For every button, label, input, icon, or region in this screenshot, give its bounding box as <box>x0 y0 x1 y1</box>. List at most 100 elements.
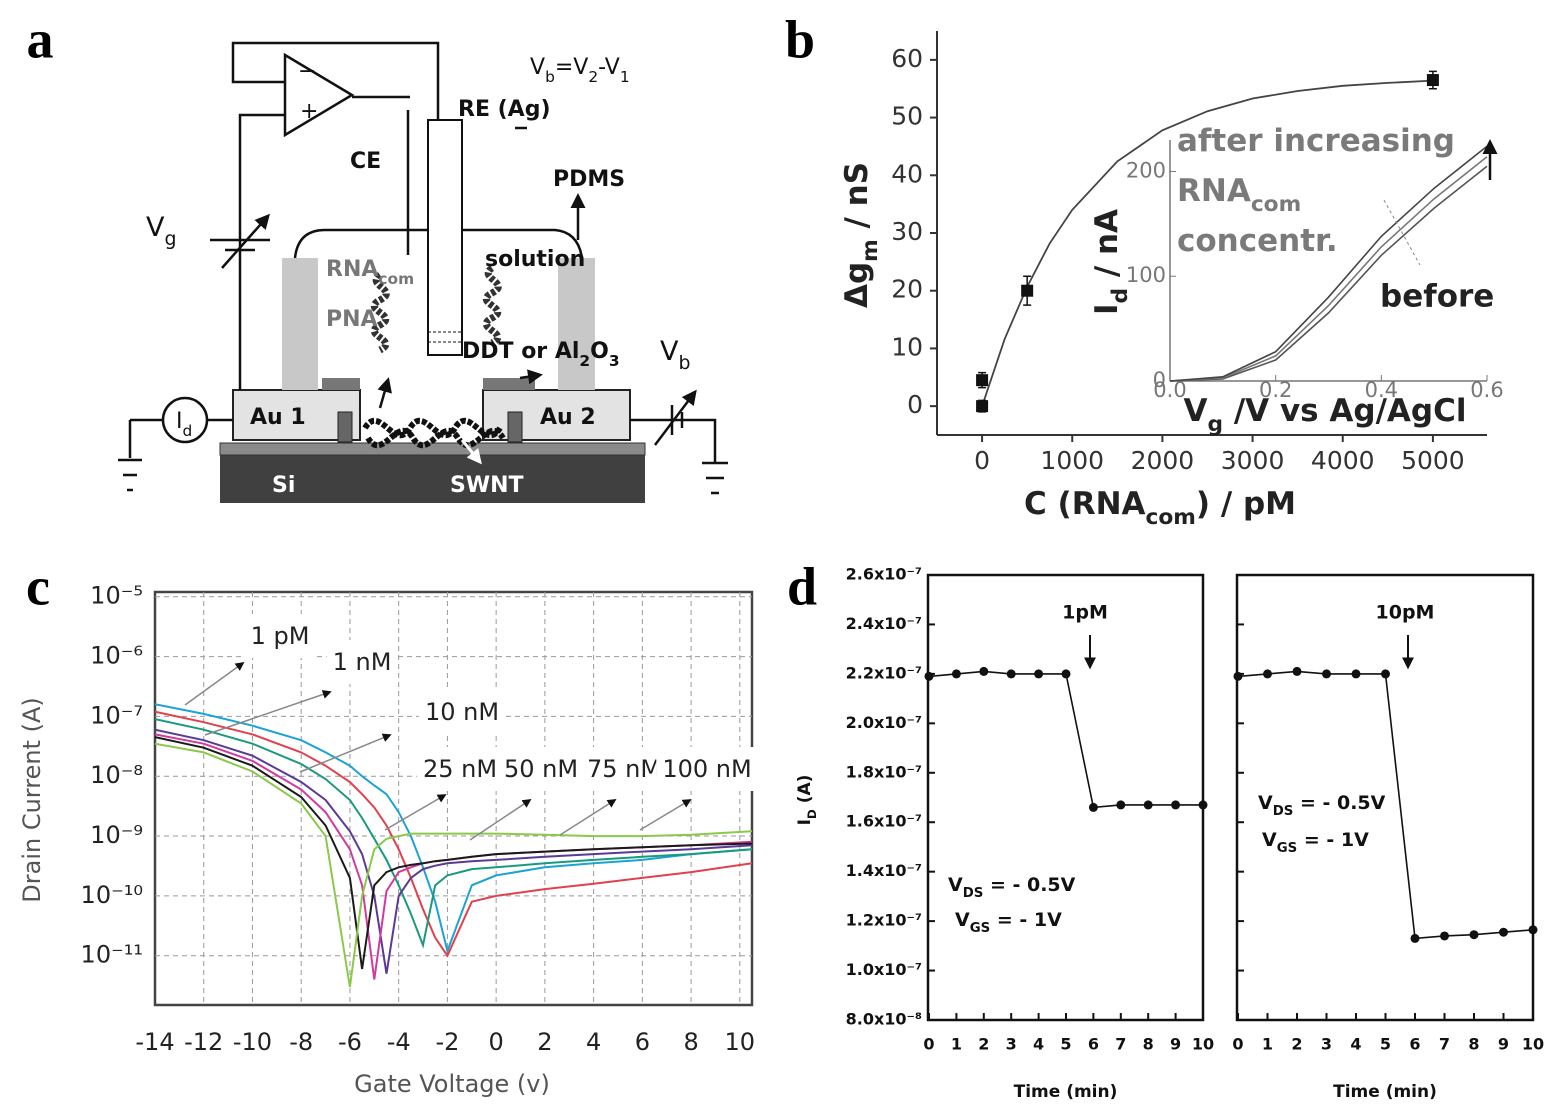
x-tick-label: -14 <box>135 1028 174 1056</box>
diagram-label: CE <box>350 149 381 174</box>
post <box>337 411 353 443</box>
y-tick-label: 60 <box>891 44 923 73</box>
x-tick-label: 8 <box>1468 1035 1479 1054</box>
condition-note: VGS = - 1V <box>1262 829 1369 856</box>
curve <box>155 728 752 974</box>
data-point <box>976 374 989 387</box>
diagram-label: RNAcom <box>326 257 414 288</box>
y-tick-label: 2.4x10⁻⁷ <box>846 614 922 633</box>
condition-note-part: GS <box>970 921 991 936</box>
x-tick-label: 3 <box>1321 1035 1332 1054</box>
inset-curve <box>1169 165 1488 382</box>
diagram-label-part: d <box>183 422 193 440</box>
x-tick-label: 1 <box>951 1035 962 1054</box>
x-tick-label: 7 <box>1115 1035 1126 1054</box>
x-tick-label: 6 <box>1409 1035 1420 1054</box>
annotation: 1pM <box>1062 602 1108 624</box>
x-tick-label: 5000 <box>1401 446 1465 475</box>
swnt <box>362 417 503 439</box>
data-point <box>1381 669 1390 679</box>
inset-x-axis-label-part: g <box>1208 412 1224 437</box>
curve <box>155 718 752 949</box>
data-point <box>1233 671 1243 681</box>
data-point <box>1469 930 1479 940</box>
condition-note-part: V <box>1262 829 1277 851</box>
diagram-label: Id <box>176 409 192 440</box>
x-tick-label: 10 <box>725 1028 756 1056</box>
inset-annotation: RNAcom <box>1177 173 1301 217</box>
rna-helix <box>370 272 390 354</box>
label-background <box>326 640 398 684</box>
y-axis-label: Δgm / nS <box>839 162 883 308</box>
x-tick-label: 0 <box>974 446 990 475</box>
y-axis-label-part: D <box>805 809 819 819</box>
diagram-label: − <box>298 59 316 84</box>
y-tick-label: 20 <box>891 275 923 304</box>
x-axis-label: Time (min) <box>1014 1082 1118 1102</box>
x-tick-label: 2000 <box>1131 446 1195 475</box>
inset-x-tick-label: 0.2 <box>1259 378 1292 402</box>
diagram-label: DDT or Al2O3 <box>462 339 620 370</box>
data-point <box>1499 927 1508 937</box>
x-tick-label: 1000 <box>1040 446 1104 475</box>
condition-note-part: V <box>955 909 970 931</box>
diagram-label-part: DDT or Al <box>462 339 579 364</box>
y-tick-label: 30 <box>891 217 923 246</box>
x-tick-label: 3 <box>1006 1035 1017 1054</box>
diagram-label-part: V <box>530 55 545 80</box>
diagram-label-part: -V <box>598 55 620 80</box>
ground <box>118 418 233 492</box>
diagram-label-part: O <box>590 339 609 364</box>
condition-note-part: DS <box>963 886 984 901</box>
x-tick-label: 8 <box>1143 1035 1154 1054</box>
si-substrate <box>220 455 645 503</box>
y-tick-label: 10⁻¹¹ <box>81 941 143 969</box>
data-point <box>1263 669 1272 679</box>
device-diagram <box>118 41 728 503</box>
panel-label: a <box>27 9 54 69</box>
inset-x-tick-label: 0.6 <box>1470 378 1503 402</box>
diagram-label-part: 2 <box>588 68 598 86</box>
variable-arrow <box>221 213 270 269</box>
data-point <box>1440 931 1449 941</box>
y-tick-label: 10 <box>891 332 923 361</box>
y-tick-label: 10⁻¹⁰ <box>81 881 143 909</box>
annotation-arrow <box>469 799 532 841</box>
x-axis-label-part: ) / pM <box>1196 486 1296 522</box>
x-axis-label-part: C (RNA <box>1024 486 1146 522</box>
y-tick-label: 2.2x10⁻⁷ <box>846 663 922 682</box>
y-axis-label-part: I <box>795 819 815 825</box>
data-point <box>1351 669 1361 679</box>
data-point <box>1034 669 1044 679</box>
x-tick-label: 9 <box>1170 1035 1181 1054</box>
data-point <box>924 671 934 681</box>
gate-layer <box>483 378 535 390</box>
condition-note-part: = - 1V <box>1297 829 1369 851</box>
y-tick-label: 50 <box>891 102 923 131</box>
panel-label: d <box>787 556 817 616</box>
data-point <box>1528 925 1538 935</box>
y-tick-label: 1.0x10⁻⁷ <box>846 960 922 979</box>
diagram-label-part: g <box>164 228 176 250</box>
series-label: 100 nM <box>662 755 751 783</box>
x-tick-label: 4 <box>1033 1035 1044 1054</box>
data-point <box>1292 666 1302 676</box>
y-axis-label: Drain Current (A) <box>18 697 46 902</box>
x-axis-label: Time (min) <box>1333 1082 1437 1102</box>
y-tick-label: 10⁻⁸ <box>90 761 143 789</box>
condition-note: VGS = - 1V <box>955 909 1062 936</box>
series-label: 1 pM <box>251 622 310 650</box>
curve <box>155 742 752 988</box>
x-axis-label: C (RNAcom) / pM <box>1024 486 1296 530</box>
x-tick-label: 5 <box>1060 1035 1071 1054</box>
series-label: 50 nM <box>504 755 578 783</box>
y-tick-label: 40 <box>891 159 923 188</box>
x-tick-label: -4 <box>387 1028 411 1056</box>
diagram-label: PDMS <box>553 167 625 192</box>
data-point <box>1171 800 1181 810</box>
y-tick-label: 2.6x10⁻⁷ <box>846 565 922 584</box>
x-tick-label: 2 <box>537 1028 552 1056</box>
x-tick-label: 3000 <box>1221 446 1285 475</box>
annotation-arrow <box>204 690 332 736</box>
data-point <box>976 400 989 413</box>
